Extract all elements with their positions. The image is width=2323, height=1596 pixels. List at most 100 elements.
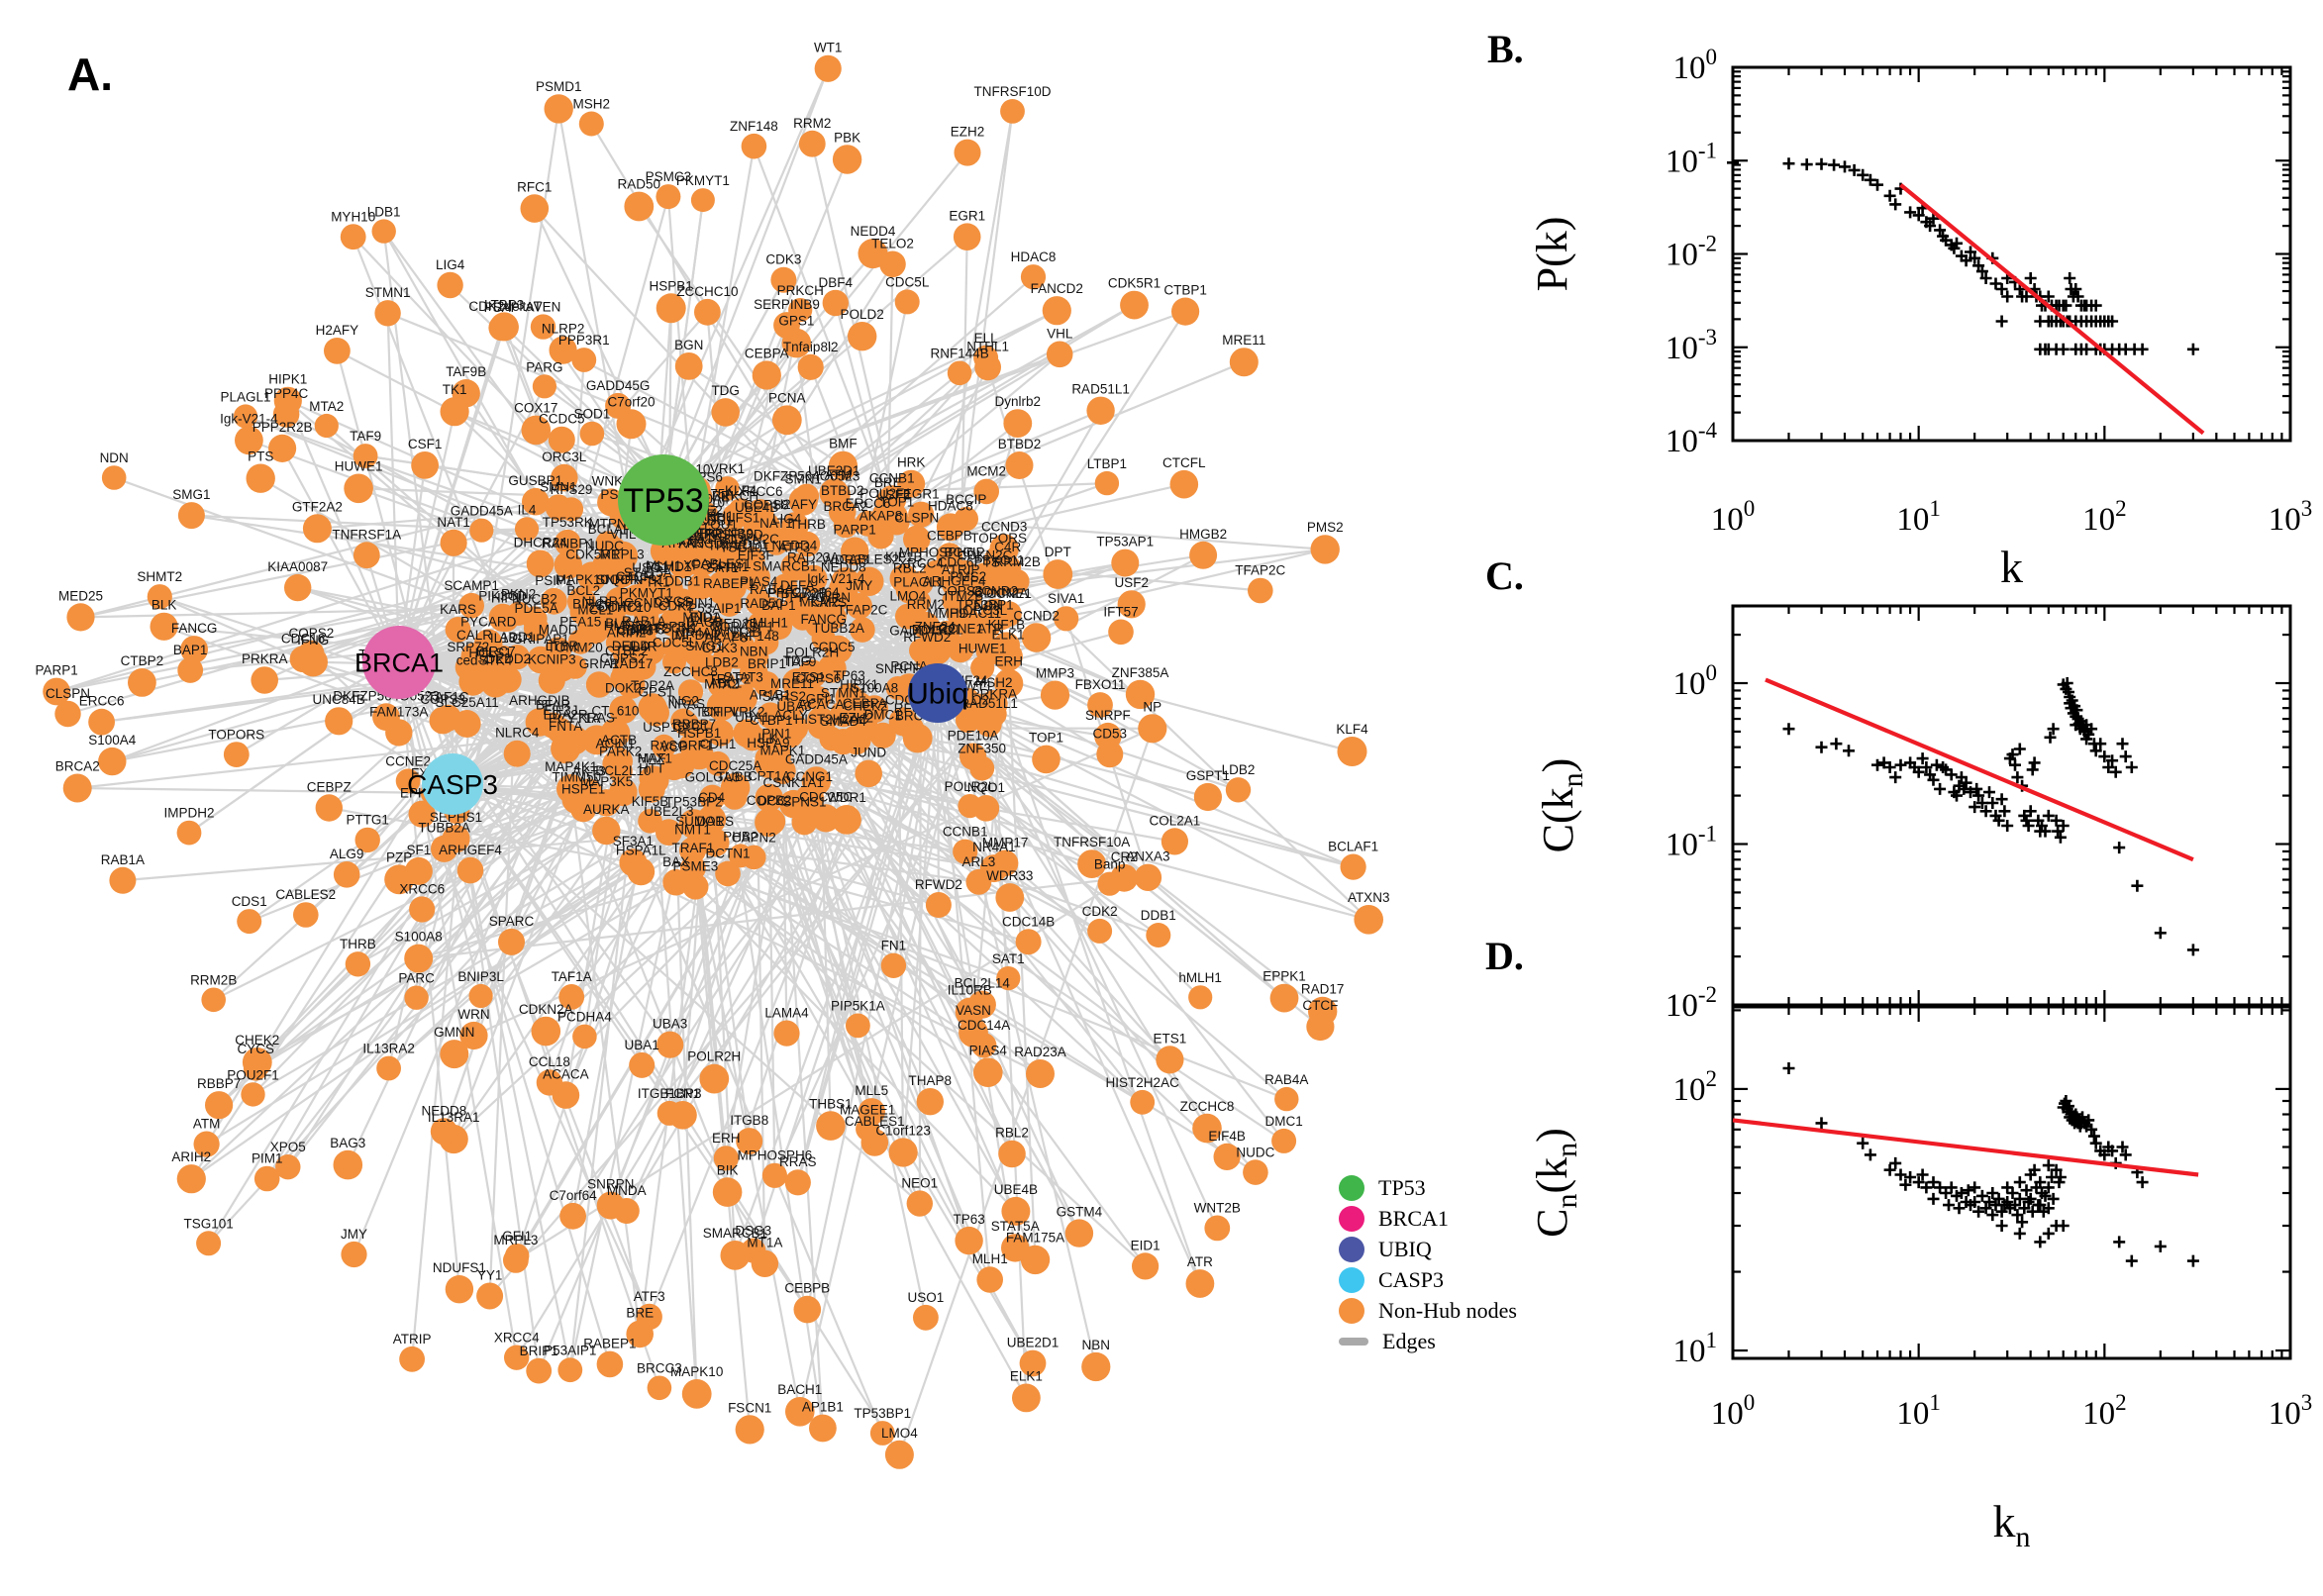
svg-text:EZH2: EZH2 — [840, 710, 874, 725]
svg-text:RBBP7: RBBP7 — [197, 1076, 241, 1091]
svg-text:TUBB: TUBB — [717, 769, 753, 784]
svg-text:TP53BP1: TP53BP1 — [957, 598, 1014, 613]
svg-text:ZCCHC10: ZCCHC10 — [589, 600, 651, 615]
svg-text:PIN1: PIN1 — [761, 726, 791, 741]
svg-text:GRIPAP1: GRIPAP1 — [512, 632, 569, 647]
svg-text:ARHGDIB: ARHGDIB — [509, 693, 570, 708]
svg-text:RRAS: RRAS — [779, 1154, 817, 1169]
svg-text:COPS8: COPS8 — [744, 497, 789, 512]
legend-label-nonhub: Non-Hub nodes — [1378, 1297, 1517, 1323]
svg-text:SRP72: SRP72 — [447, 640, 489, 654]
svg-text:RPS29: RPS29 — [551, 482, 593, 497]
svg-text:KARS: KARS — [810, 595, 847, 610]
svg-text:CCND2: CCND2 — [1013, 608, 1060, 623]
svg-text:SHMT2: SHMT2 — [137, 569, 182, 584]
svg-text:EIF3J: EIF3J — [543, 703, 577, 718]
svg-text:101: 101 — [1896, 1390, 1941, 1432]
svg-text:UQCRFS1: UQCRFS1 — [600, 572, 664, 587]
svg-text:CTBP1: CTBP1 — [1163, 283, 1207, 298]
svg-text:MLH1: MLH1 — [972, 1251, 1008, 1266]
svg-text:EGR1: EGR1 — [949, 208, 985, 223]
svg-text:ERCC6: ERCC6 — [846, 496, 891, 511]
legend-item-ubiq: UBIQ — [1339, 1234, 1517, 1264]
svg-text:RABEP1: RABEP1 — [583, 1337, 636, 1351]
svg-text:KCNIP3: KCNIP3 — [528, 652, 576, 667]
svg-text:DOK2: DOK2 — [605, 681, 642, 696]
svg-text:LTBR: LTBR — [546, 639, 579, 653]
legend-item-casp3: CASP3 — [1339, 1264, 1517, 1295]
legend-label-casp3: CASP3 — [1378, 1266, 1445, 1292]
svg-text:POLR2L: POLR2L — [945, 779, 996, 794]
hub-node-tp53: TP53 — [618, 454, 709, 546]
svg-text:RRM2B: RRM2B — [994, 554, 1041, 569]
svg-text:CCNE2: CCNE2 — [385, 753, 431, 768]
svg-text:10-2: 10-2 — [1666, 232, 1717, 273]
nonhub-node-labels: USF2MCM2BCCIPCDC6COPS6COPS2COPS3COPS8SNR… — [35, 41, 1389, 1441]
y-axis-title: Cn(kn) — [1528, 1128, 1583, 1238]
svg-text:MLL5: MLL5 — [855, 1083, 888, 1098]
svg-text:LTBP1: LTBP1 — [1087, 456, 1127, 471]
svg-text:BAP1: BAP1 — [173, 643, 208, 657]
svg-text:AVEN: AVEN — [526, 299, 561, 314]
svg-text:TP53BP1: TP53BP1 — [854, 1406, 911, 1421]
svg-text:MAPK10: MAPK10 — [670, 1364, 723, 1379]
svg-text:GPS1: GPS1 — [778, 314, 814, 329]
svg-text:PPP3R1: PPP3R1 — [558, 333, 610, 348]
svg-text:KRAS: KRAS — [578, 710, 615, 725]
svg-text:RFWD2: RFWD2 — [915, 877, 962, 892]
edge-icon — [1339, 1337, 1368, 1346]
svg-text:ALG9: ALG9 — [330, 847, 364, 861]
svg-text:PHB2: PHB2 — [723, 829, 758, 844]
svg-text:NUCB2: NUCB2 — [512, 591, 557, 606]
svg-text:RBBP7: RBBP7 — [672, 717, 716, 732]
svg-text:PLAGL1: PLAGL1 — [220, 389, 270, 404]
svg-text:PARK2: PARK2 — [599, 745, 642, 759]
svg-text:IL18: IL18 — [490, 631, 516, 646]
svg-text:NAT1: NAT1 — [759, 516, 793, 531]
svg-text:NUDC: NUDC — [1236, 1145, 1274, 1159]
svg-text:ITGB8: ITGB8 — [730, 1113, 768, 1128]
svg-text:ETS1: ETS1 — [1154, 1031, 1187, 1046]
svg-text:CDC14B: CDC14B — [1002, 914, 1055, 929]
svg-text:ZNF350: ZNF350 — [958, 742, 1006, 756]
svg-text:LDB1: LDB1 — [367, 204, 401, 219]
svg-text:HIPK1: HIPK1 — [840, 677, 878, 692]
svg-text:HTT: HTT — [639, 761, 664, 776]
legend: TP53 BRCA1 UBIQ CASP3 Non-Hub nodes Edge… — [1339, 1172, 1517, 1356]
svg-text:Ubiq: Ubiq — [907, 678, 968, 711]
svg-text:KIF1B: KIF1B — [988, 617, 1026, 632]
svg-text:IFNG: IFNG — [297, 633, 329, 648]
svg-text:RAD17: RAD17 — [610, 656, 654, 671]
svg-text:Dynlrb2: Dynlrb2 — [995, 394, 1042, 409]
svg-text:CEBPA: CEBPA — [843, 696, 887, 711]
svg-text:SMAD4: SMAD4 — [820, 714, 866, 729]
svg-text:CAPN2: CAPN2 — [732, 831, 776, 846]
svg-text:WT1: WT1 — [964, 679, 993, 694]
svg-text:NEDD8: NEDD8 — [422, 1103, 467, 1118]
svg-text:STAT5A: STAT5A — [624, 565, 672, 580]
svg-text:PSMC3: PSMC3 — [646, 169, 692, 184]
y-axis-title: P(k) — [1528, 217, 1576, 292]
svg-text:WNT2B: WNT2B — [1194, 1201, 1241, 1216]
svg-text:BAG3: BAG3 — [686, 615, 722, 630]
svg-text:POLR2H: POLR2H — [785, 645, 839, 659]
svg-text:BFAR: BFAR — [536, 698, 571, 713]
svg-text:ELL: ELL — [974, 331, 999, 346]
svg-text:WNT2B: WNT2B — [714, 625, 760, 640]
svg-text:MAGEE1: MAGEE1 — [840, 1102, 895, 1117]
svg-text:TDG: TDG — [783, 653, 812, 668]
svg-text:101: 101 — [1673, 1328, 1718, 1369]
brca1-node-icon — [1339, 1205, 1364, 1232]
svg-text:DPT: DPT — [1045, 545, 1071, 559]
svg-text:MRE11: MRE11 — [770, 676, 814, 691]
svg-text:EZH2: EZH2 — [951, 125, 985, 140]
svg-text:CSF1: CSF1 — [408, 437, 443, 451]
svg-text:PIM1: PIM1 — [252, 1151, 283, 1166]
svg-text:FBXO11: FBXO11 — [974, 553, 1025, 568]
svg-text:CSNK1A1: CSNK1A1 — [763, 775, 825, 790]
svg-text:TAF9: TAF9 — [350, 429, 381, 444]
svg-text:MCM2: MCM2 — [799, 595, 839, 610]
tick-labels: 102 101 100 101 102 103 — [1673, 1066, 2313, 1432]
svg-text:PIAS4: PIAS4 — [740, 574, 778, 589]
svg-text:ATM: ATM — [193, 1116, 221, 1131]
